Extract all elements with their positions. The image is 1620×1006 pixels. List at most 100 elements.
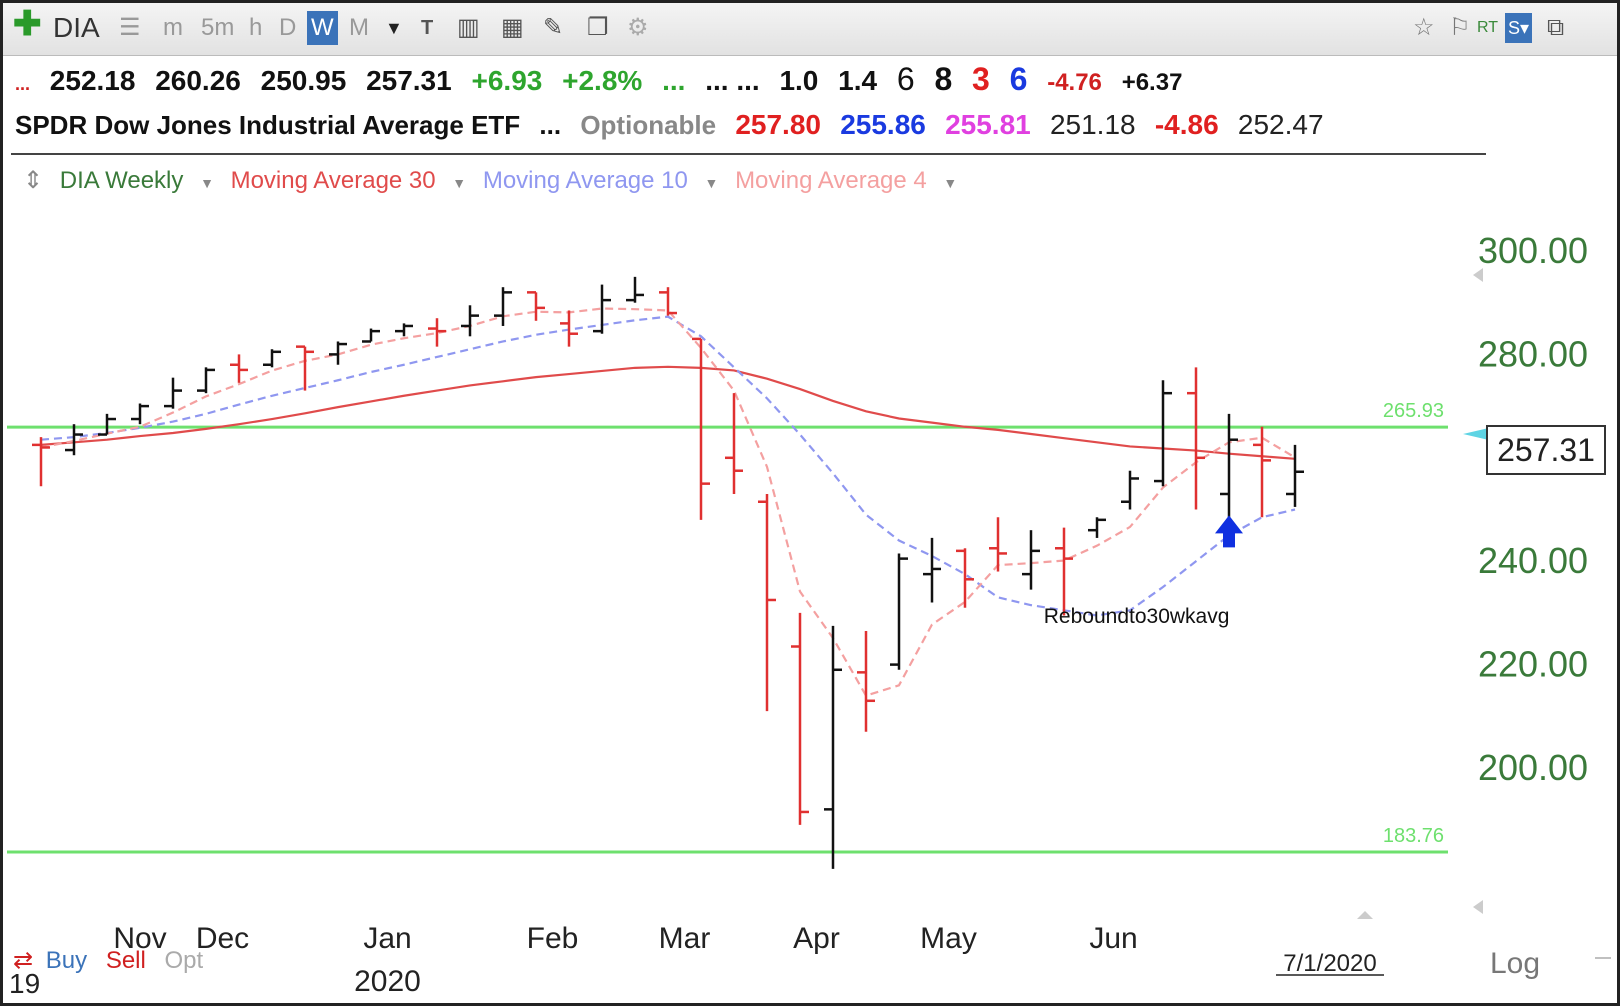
- log-toggle[interactable]: Log: [1490, 947, 1540, 980]
- ohlc-bar: [32, 437, 50, 487]
- star-icon[interactable]: ☆: [1413, 14, 1435, 41]
- symbol-field[interactable]: DIA: [53, 12, 100, 43]
- toolbar: ✚ DIA ☰ m 5m h D W M ▼ T ▥ ▦ ✎ ❐ ⚙ ☆ ⚐ R…: [3, 3, 1617, 56]
- pencil-icon[interactable]: ✎: [543, 14, 564, 41]
- settings-icon[interactable]: ⚙: [627, 14, 649, 41]
- ohlc-bar: [1154, 380, 1172, 487]
- x-label-partial-year: 19: [9, 968, 40, 999]
- quote-n2: 8: [934, 61, 953, 97]
- ohlc-bar: [593, 284, 611, 334]
- ohlc-bar: [494, 287, 512, 326]
- quote-dots-3: ... ...: [705, 65, 760, 96]
- scroll-up-icon: [1473, 268, 1483, 282]
- rt-label[interactable]: RT: [1477, 19, 1499, 36]
- legend-ma10-dropdown-icon[interactable]: ▼: [704, 175, 719, 191]
- tf-d[interactable]: D: [279, 14, 297, 41]
- ohlc-bar: [164, 377, 182, 409]
- tf-5m[interactable]: 5m: [201, 14, 235, 41]
- ohlc-bar: [758, 493, 776, 712]
- ohlc-bar: [857, 630, 875, 732]
- ohlc-bar: [890, 553, 908, 670]
- legend-main-dropdown-icon[interactable]: ▼: [200, 175, 214, 191]
- tf-h[interactable]: h: [249, 14, 263, 41]
- ohlc-bar: [527, 291, 545, 321]
- price-2: 255.86: [840, 109, 926, 140]
- ohlc-bar: [428, 318, 446, 347]
- ohlc-bar: [1286, 444, 1304, 507]
- text-tool-icon[interactable]: T: [421, 17, 434, 39]
- grid-tool-icon[interactable]: ▦: [501, 14, 524, 41]
- legend-ma4[interactable]: Moving Average 4: [735, 167, 927, 194]
- legend-ma30[interactable]: Moving Average 30: [230, 167, 436, 194]
- x-label-partial: Nov: [113, 922, 166, 955]
- legend-ma10[interactable]: Moving Average 10: [482, 167, 688, 194]
- s-menu-icon[interactable]: S▾: [1505, 13, 1533, 43]
- arrow-up-icon: [1215, 515, 1243, 548]
- divider: [11, 153, 1486, 155]
- tf-m[interactable]: m: [163, 14, 183, 41]
- quote-pos: +6.37: [1121, 69, 1183, 96]
- scroll-marker: [1357, 911, 1373, 919]
- quote-close: 257.31: [366, 65, 452, 96]
- quote-neg: -4.76: [1047, 69, 1102, 96]
- chart-legend: ⇕ DIA Weekly ▼ Moving Average 30 ▼ Movin…: [23, 163, 967, 199]
- ma30-line: [40, 365, 1296, 460]
- flag-icon[interactable]: ⚐: [1449, 14, 1471, 41]
- x-year-label: 2020: [354, 965, 421, 998]
- ohlc-bar: [461, 305, 479, 337]
- bar-style-icon[interactable]: ▥: [457, 14, 480, 41]
- price-3: 255.81: [945, 109, 1031, 140]
- ohlc-bar: [1220, 413, 1238, 518]
- x-label: Mar: [659, 922, 711, 955]
- tf-w[interactable]: W: [307, 11, 338, 45]
- ohlc-bar: [560, 310, 578, 347]
- price-4: 251.18: [1049, 109, 1136, 140]
- quote-dots: ...: [15, 74, 31, 94]
- ohlc-bar: [1253, 426, 1271, 518]
- sell-button[interactable]: Sell: [105, 947, 146, 974]
- ma10-line: [40, 315, 1296, 617]
- window-icon[interactable]: ⧉: [1547, 14, 1565, 41]
- opt-button[interactable]: Opt: [164, 947, 204, 974]
- legend-main[interactable]: DIA Weekly: [59, 167, 184, 194]
- ohlc-bar: [791, 612, 809, 825]
- ohlc-bar: [1055, 527, 1073, 616]
- legend-ma30-dropdown-icon[interactable]: ▼: [452, 175, 467, 191]
- scroll-down-icon: [1473, 900, 1483, 914]
- quote-row: ... 252.18 260.26 250.95 257.31 +6.93 +2…: [15, 57, 1194, 101]
- x-label: Jun: [1089, 922, 1137, 955]
- y-tick-label: 300.00: [1478, 230, 1588, 271]
- ohlc-bar: [923, 537, 941, 603]
- order-bar: ⇄ Buy Sell Opt: [13, 943, 203, 979]
- x-label: Feb: [527, 922, 579, 955]
- quote-v2: 1.4: [838, 65, 878, 96]
- quote-high: 260.26: [155, 65, 241, 96]
- last-price-box: 257.31: [1486, 425, 1606, 475]
- ohlc-bar: [362, 328, 380, 343]
- stack-icon[interactable]: ❐: [587, 14, 609, 41]
- ohlc-bar: [395, 323, 413, 337]
- drag-handle-icon[interactable]: ☰: [119, 14, 141, 41]
- trade-icon[interactable]: ⇄: [13, 947, 34, 974]
- quote-n3: 3: [972, 61, 990, 97]
- x-label: Jan: [363, 922, 411, 955]
- optionable-label: Optionable: [580, 110, 717, 140]
- price-chart[interactable]: 265.93 183.76 300.00 280.00 240.00 220.00 200…: [3, 3, 1617, 1003]
- ohlc-bar: [725, 393, 743, 494]
- ohlc-bar: [197, 367, 215, 394]
- dropdown-icon[interactable]: ▼: [385, 18, 403, 38]
- y-tick-label: 220.00: [1478, 644, 1588, 685]
- hline-label: 183.76: [1383, 825, 1444, 847]
- price-5: -4.86: [1154, 109, 1219, 140]
- ohlc-bar: [131, 403, 149, 425]
- legend-ma4-dropdown-icon[interactable]: ▼: [943, 175, 958, 191]
- ohlc-bar: [824, 625, 842, 869]
- tf-month[interactable]: M: [349, 14, 369, 41]
- quote-open: 252.18: [49, 65, 136, 96]
- instrument-name: SPDR Dow Jones Industrial Average ETF: [15, 110, 521, 140]
- quote-n4: 6: [1009, 61, 1028, 97]
- quote-dots-2: ...: [662, 65, 686, 96]
- buy-button[interactable]: Buy: [45, 947, 88, 974]
- move-icon[interactable]: ⇕: [23, 167, 44, 194]
- add-icon[interactable]: ✚: [13, 5, 42, 43]
